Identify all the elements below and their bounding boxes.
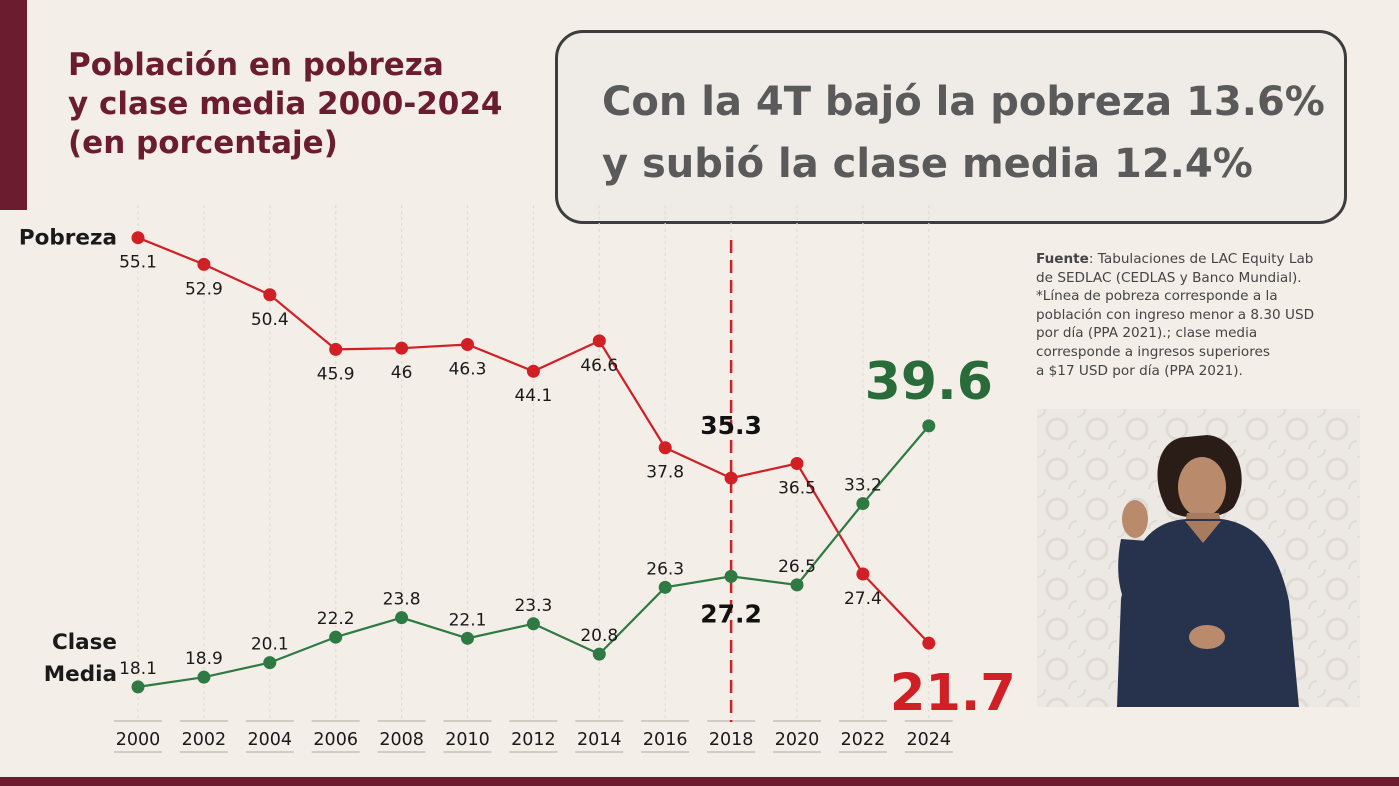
pobreza-data-label: 21.7: [890, 664, 1016, 723]
x-tick-label: 2024: [907, 730, 952, 750]
clase-media-data-label: 22.1: [449, 610, 487, 630]
x-axis: 2000 2002 2004 2006 2008 2010 2012 2014 2016 2018…: [114, 720, 953, 753]
source-note-line-6: corresponde a ingresos superiores: [1036, 343, 1270, 360]
x-tick-label: 2016: [643, 730, 688, 750]
pobreza-point: [329, 342, 343, 356]
clase-media-data-label: 18.1: [119, 659, 157, 679]
pobreza-point: [790, 457, 804, 471]
source-note-line-2: de SEDLAC (CEDLAS y Banco Mundial).: [1036, 269, 1302, 286]
clase-media-point: [395, 611, 409, 625]
clase-media-data-label: 23.3: [514, 596, 552, 616]
pobreza-point: [856, 567, 870, 581]
clase-media-point: [461, 631, 474, 645]
x-tick-label: 2022: [841, 730, 886, 750]
source-label: Fuente: [1036, 251, 1089, 267]
clase-media-point: [131, 680, 145, 694]
clase-media-data-label: 27.2: [700, 599, 762, 628]
pobreza-data-label: 46: [391, 363, 413, 383]
headline-line-2: y subió la clase media 12.4%: [602, 141, 1253, 187]
pobreza-data-label: 52.9: [185, 279, 223, 299]
x-tick-label: 2014: [577, 730, 622, 750]
pobreza-data-label: 50.4: [251, 310, 289, 330]
clase-media-point: [197, 670, 211, 684]
chart-title-line-3: (en porcentaje): [68, 125, 338, 161]
x-tick-label: 2018: [709, 730, 754, 750]
clase-media-data-label: 22.2: [317, 609, 355, 629]
brand-bar-left: [0, 0, 27, 210]
clase-media-data-label: 39.6: [865, 352, 993, 412]
pobreza-data-label: 45.9: [317, 364, 355, 384]
pobreza-point: [724, 471, 738, 485]
pobreza-data-label: 37.8: [646, 463, 684, 483]
x-tick-label: 2002: [182, 730, 227, 750]
clase-media-data-label: 20.8: [580, 626, 618, 646]
clase-media-data-label: 18.9: [185, 649, 223, 669]
clase-media-data-label: 26.3: [646, 559, 684, 579]
pobreza-point: [526, 364, 540, 378]
pobreza-point: [461, 338, 474, 352]
data-labels: 55.1 52.9 50.4 45.9 46 46.3 44.1 46.6 37.8 35.3 36…: [119, 253, 1016, 723]
headline-box: Con la 4T bajó la pobreza 13.6% y subió …: [555, 30, 1347, 224]
pobreza-point: [263, 288, 277, 302]
clase-media-point: [790, 578, 804, 592]
clase-media-point: [856, 497, 870, 511]
source-note-line-1: Fuente: Tabulaciones de LAC Equity Lab: [1036, 250, 1376, 269]
source-text-1: : Tabulaciones de LAC Equity Lab: [1088, 251, 1314, 267]
clase-media-point: [724, 569, 738, 583]
x-tick-label: 2008: [379, 730, 424, 750]
clase-media-data-label: 20.1: [251, 635, 289, 655]
clase-media-point: [658, 580, 672, 594]
x-tick-label: 2020: [775, 730, 820, 750]
clase-media-data-label: 33.2: [844, 476, 882, 496]
chart-title: Población en pobreza y clase media 2000-…: [68, 46, 528, 163]
pobreza-point: [658, 441, 672, 455]
x-tick-label: 2012: [511, 730, 556, 750]
sign-language-interpreter-video: [1037, 409, 1360, 707]
brand-bar-bottom: [0, 777, 1399, 786]
source-note-line-5: por día (PPA 2021).; clase media: [1036, 325, 1258, 342]
series-names: Pobreza Clase Media: [19, 226, 117, 687]
pobreza-data-label: 36.5: [778, 479, 816, 499]
pobreza-data-label: 46.3: [449, 360, 487, 380]
pobreza-point: [922, 636, 936, 650]
clase-media-data-label: 23.8: [383, 590, 421, 610]
pobreza-point: [131, 231, 145, 245]
pobreza-data-label: 44.1: [514, 386, 552, 406]
x-tick-label: 2010: [445, 730, 490, 750]
source-note: Fuente: Tabulaciones de LAC Equity Lab d…: [1036, 250, 1376, 380]
chart-title-line-2: y clase media 2000-2024: [68, 86, 503, 122]
pobreza-data-label: 46.6: [580, 356, 618, 376]
x-tick-label: 2004: [248, 730, 293, 750]
x-tick-label: 2000: [116, 730, 161, 750]
source-note-line-3: *Línea de pobreza corresponde a la: [1036, 288, 1278, 305]
pobreza-data-label: 35.3: [700, 411, 762, 440]
clase-media-point: [526, 617, 540, 631]
interpreter-illustration: [1037, 409, 1360, 707]
source-note-line-7: a $17 USD por día (PPA 2021).: [1036, 362, 1243, 379]
clase-media-point: [329, 630, 343, 644]
pobreza-point: [197, 257, 211, 271]
pobreza-data-label: 55.1: [119, 253, 157, 273]
series-points: [131, 231, 936, 694]
clase-media-point: [592, 647, 606, 661]
clase-media-point: [922, 419, 936, 433]
source-note-line-4: población con ingreso menor a 8.30 USD: [1036, 306, 1315, 323]
pobreza-data-label: 27.4: [844, 589, 882, 609]
clase-media-series-name: Media: [44, 662, 117, 687]
chart-title-line-1: Población en pobreza: [68, 47, 444, 83]
pobreza-point: [395, 341, 409, 355]
clase-media-series-name: Clase: [52, 630, 117, 655]
clase-media-point: [263, 656, 277, 670]
clase-media-data-label: 26.5: [778, 557, 816, 577]
x-tick-label: 2006: [313, 730, 358, 750]
pobreza-series-name: Pobreza: [19, 226, 117, 251]
pobreza-point: [592, 334, 606, 348]
headline-line-1: Con la 4T bajó la pobreza 13.6%: [602, 79, 1325, 125]
